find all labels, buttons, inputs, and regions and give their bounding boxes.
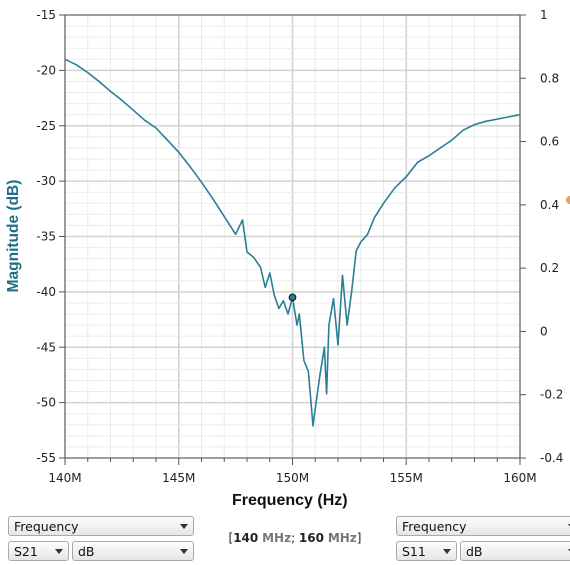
- chevron-down-icon: [568, 524, 570, 529]
- y-tick-label: -50: [36, 396, 56, 410]
- y-tick-label: -45: [36, 340, 56, 354]
- y-tick-label: -30: [36, 174, 56, 188]
- range-stop-value: 160: [298, 531, 324, 545]
- right-format-value: dB: [466, 544, 483, 559]
- left-parameter-value: Frequency: [14, 519, 79, 534]
- left-format-select[interactable]: dB: [72, 541, 194, 561]
- right-parameter-select[interactable]: Frequency: [396, 516, 570, 536]
- y-tick-label: -40: [36, 285, 56, 299]
- x-tick-label: 145M: [162, 471, 195, 485]
- y2-tick-label: 0.2: [540, 261, 559, 275]
- chevron-down-icon: [55, 549, 63, 554]
- right-parameter-value: Frequency: [402, 519, 467, 534]
- y-axis-label: Magnitude (dB): [5, 180, 22, 293]
- right-format-select[interactable]: dB: [460, 541, 570, 561]
- x-tick-label: 140M: [48, 471, 81, 485]
- chart-grid: [64, 14, 521, 459]
- y2-tick-label: 0.6: [540, 135, 559, 149]
- y-tick-label: -55: [36, 451, 56, 465]
- y-axis-right: 1 0.8 0.6 0.4 0.2 0 -0.2 -0.4: [520, 8, 563, 465]
- frequency-range-readout: [140 MHz; 160 MHz]: [228, 531, 362, 545]
- y2-tick-label: -0.2: [540, 388, 563, 402]
- right-measure-select[interactable]: S11: [396, 541, 457, 561]
- y-tick-label: -20: [36, 63, 56, 77]
- y2-tick-label: 0.4: [540, 198, 559, 212]
- y-tick-label: -35: [36, 230, 56, 244]
- right-measure-value: S11: [402, 544, 426, 559]
- x-axis-label: Frequency (Hz): [232, 492, 348, 509]
- y2-tick-label: -0.4: [540, 451, 563, 465]
- range-start-value: 140: [233, 531, 259, 545]
- s21-trace-line: [64, 58, 521, 427]
- chevron-down-icon: [568, 549, 570, 554]
- left-measure-value: S21: [14, 544, 38, 559]
- left-format-value: dB: [78, 544, 95, 559]
- x-tick-label: 160M: [503, 471, 536, 485]
- secondary-marker-dot: [566, 196, 570, 204]
- chevron-down-icon: [443, 549, 451, 554]
- left-parameter-select[interactable]: Frequency: [8, 516, 194, 536]
- chevron-down-icon: [180, 549, 188, 554]
- y2-tick-label: 1: [540, 8, 548, 22]
- range-start-unit: MHz: [262, 531, 292, 545]
- x-axis: 140M 145M 150M 155M 160M: [48, 458, 537, 485]
- magnitude-chart[interactable]: 140M 145M 150M 155M 160M -15-20-25-30-35-40-…: [0, 0, 570, 512]
- y2-tick-label: 0.8: [540, 71, 559, 85]
- range-stop-unit: MHz: [327, 531, 357, 545]
- left-measure-select[interactable]: S21: [8, 541, 69, 561]
- x-tick-label: 150M: [276, 471, 309, 485]
- x-tick-label: 155M: [390, 471, 423, 485]
- chevron-down-icon: [180, 524, 188, 529]
- y-tick-label: -25: [36, 119, 56, 133]
- trace-marker[interactable]: [288, 293, 297, 302]
- y-tick-label: -15: [36, 8, 56, 22]
- y2-tick-label: 0: [540, 324, 548, 338]
- y-axis-left: -15 -20 -25 -30 -35 -40 -45 -50 -55: [36, 8, 65, 465]
